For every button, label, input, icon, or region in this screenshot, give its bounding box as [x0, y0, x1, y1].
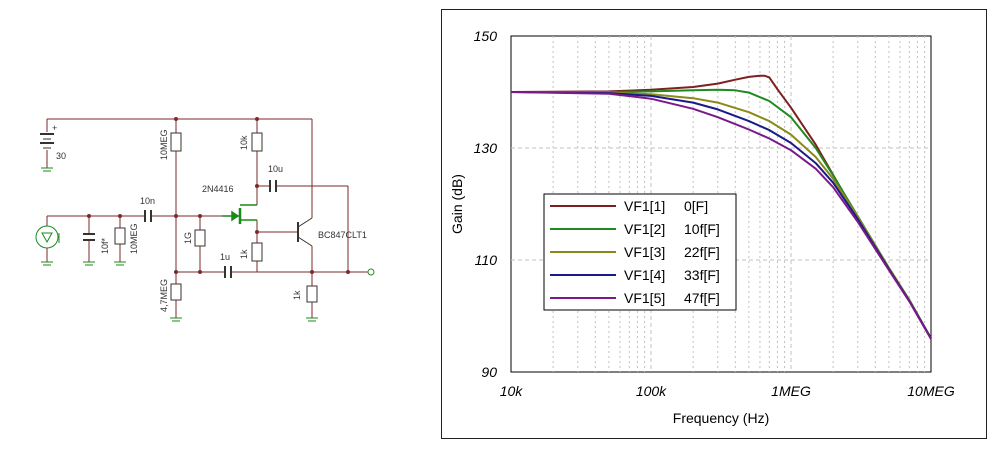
legend-series-param: 22f[F]: [684, 244, 720, 260]
chart-panel: 10k 100k 1MEG 10MEG 90 110 130 150 Frequency (H…: [441, 9, 987, 439]
x-tick-label: 10k: [500, 383, 524, 399]
schematic-wires: [46, 118, 368, 318]
y-tick-label: 130: [474, 140, 498, 156]
label-plus: +: [52, 123, 57, 133]
label-jfet: 2N4416: [202, 184, 234, 194]
x-tick-label: 100k: [636, 383, 667, 399]
label-vcc: 30: [56, 151, 66, 161]
junction-dots: [87, 117, 350, 274]
label-r-source: 1k: [239, 249, 249, 259]
gain-chart: 10k 100k 1MEG 10MEG 90 110 130 150 Frequency (H…: [449, 28, 955, 426]
y-tick-label: 90: [481, 364, 497, 380]
label-bjt: BC847CLT1: [318, 230, 367, 240]
label-r-bias-top: 10MEG: [159, 129, 169, 160]
y-tick-label: 110: [475, 252, 498, 268]
legend: VF1[1] 0[F] VF1[2] 10f[F] VF1[3] 22f[F] VF1[4]…: [543, 193, 737, 311]
tick-labels: 10k 100k 1MEG 10MEG 90 110 130 150: [474, 28, 955, 399]
y-axis-title: Gain (dB): [449, 174, 465, 234]
x-axis-title: Frequency (Hz): [673, 410, 769, 426]
label-r-bias-bottom: 4,7MEG: [159, 279, 169, 312]
legend-entries: VF1[1] 0[F] VF1[2] 10f[F] VF1[3] 22f[F] VF1[4]…: [550, 198, 720, 306]
label-r-gate: 1G: [183, 232, 193, 244]
legend-series-param: 0[F]: [684, 198, 708, 214]
series-line-5: [510, 91, 932, 340]
label-c-bypass: 1u: [220, 252, 230, 262]
label-c-feedback: 10u: [268, 164, 283, 174]
label-c-in: 10n: [140, 196, 155, 206]
legend-series-name: VF1[3]: [624, 244, 665, 260]
ground-symbols: [41, 167, 318, 322]
signal-source: [35, 225, 60, 249]
legend-series-param: 10f[F]: [684, 221, 720, 237]
legend-series-name: VF1[4]: [624, 267, 665, 283]
jfet-symbol: [222, 204, 257, 224]
x-tick-label: 10MEG: [907, 383, 955, 399]
circuit-schematic: + 30 10MEG 10k 10u 2N4416 10n 10f* 10MEG…: [35, 117, 375, 322]
label-r-emitter: 1k: [292, 290, 302, 300]
y-tick-label: 150: [474, 28, 498, 44]
legend-series-name: VF1[1]: [624, 198, 665, 214]
legend-series-name: VF1[2]: [624, 221, 665, 237]
legend-series-name: VF1[5]: [624, 290, 665, 306]
legend-series-param: 33f[F]: [684, 267, 720, 283]
schematic-components: [40, 132, 375, 303]
x-tick-label: 1MEG: [771, 383, 811, 399]
label-r-drain: 10k: [239, 135, 249, 150]
series-lines: [510, 74, 932, 340]
label-r-src: 10MEG: [129, 223, 139, 254]
label-c-src: 10f*: [100, 237, 110, 254]
legend-series-param: 47f[F]: [684, 290, 720, 306]
